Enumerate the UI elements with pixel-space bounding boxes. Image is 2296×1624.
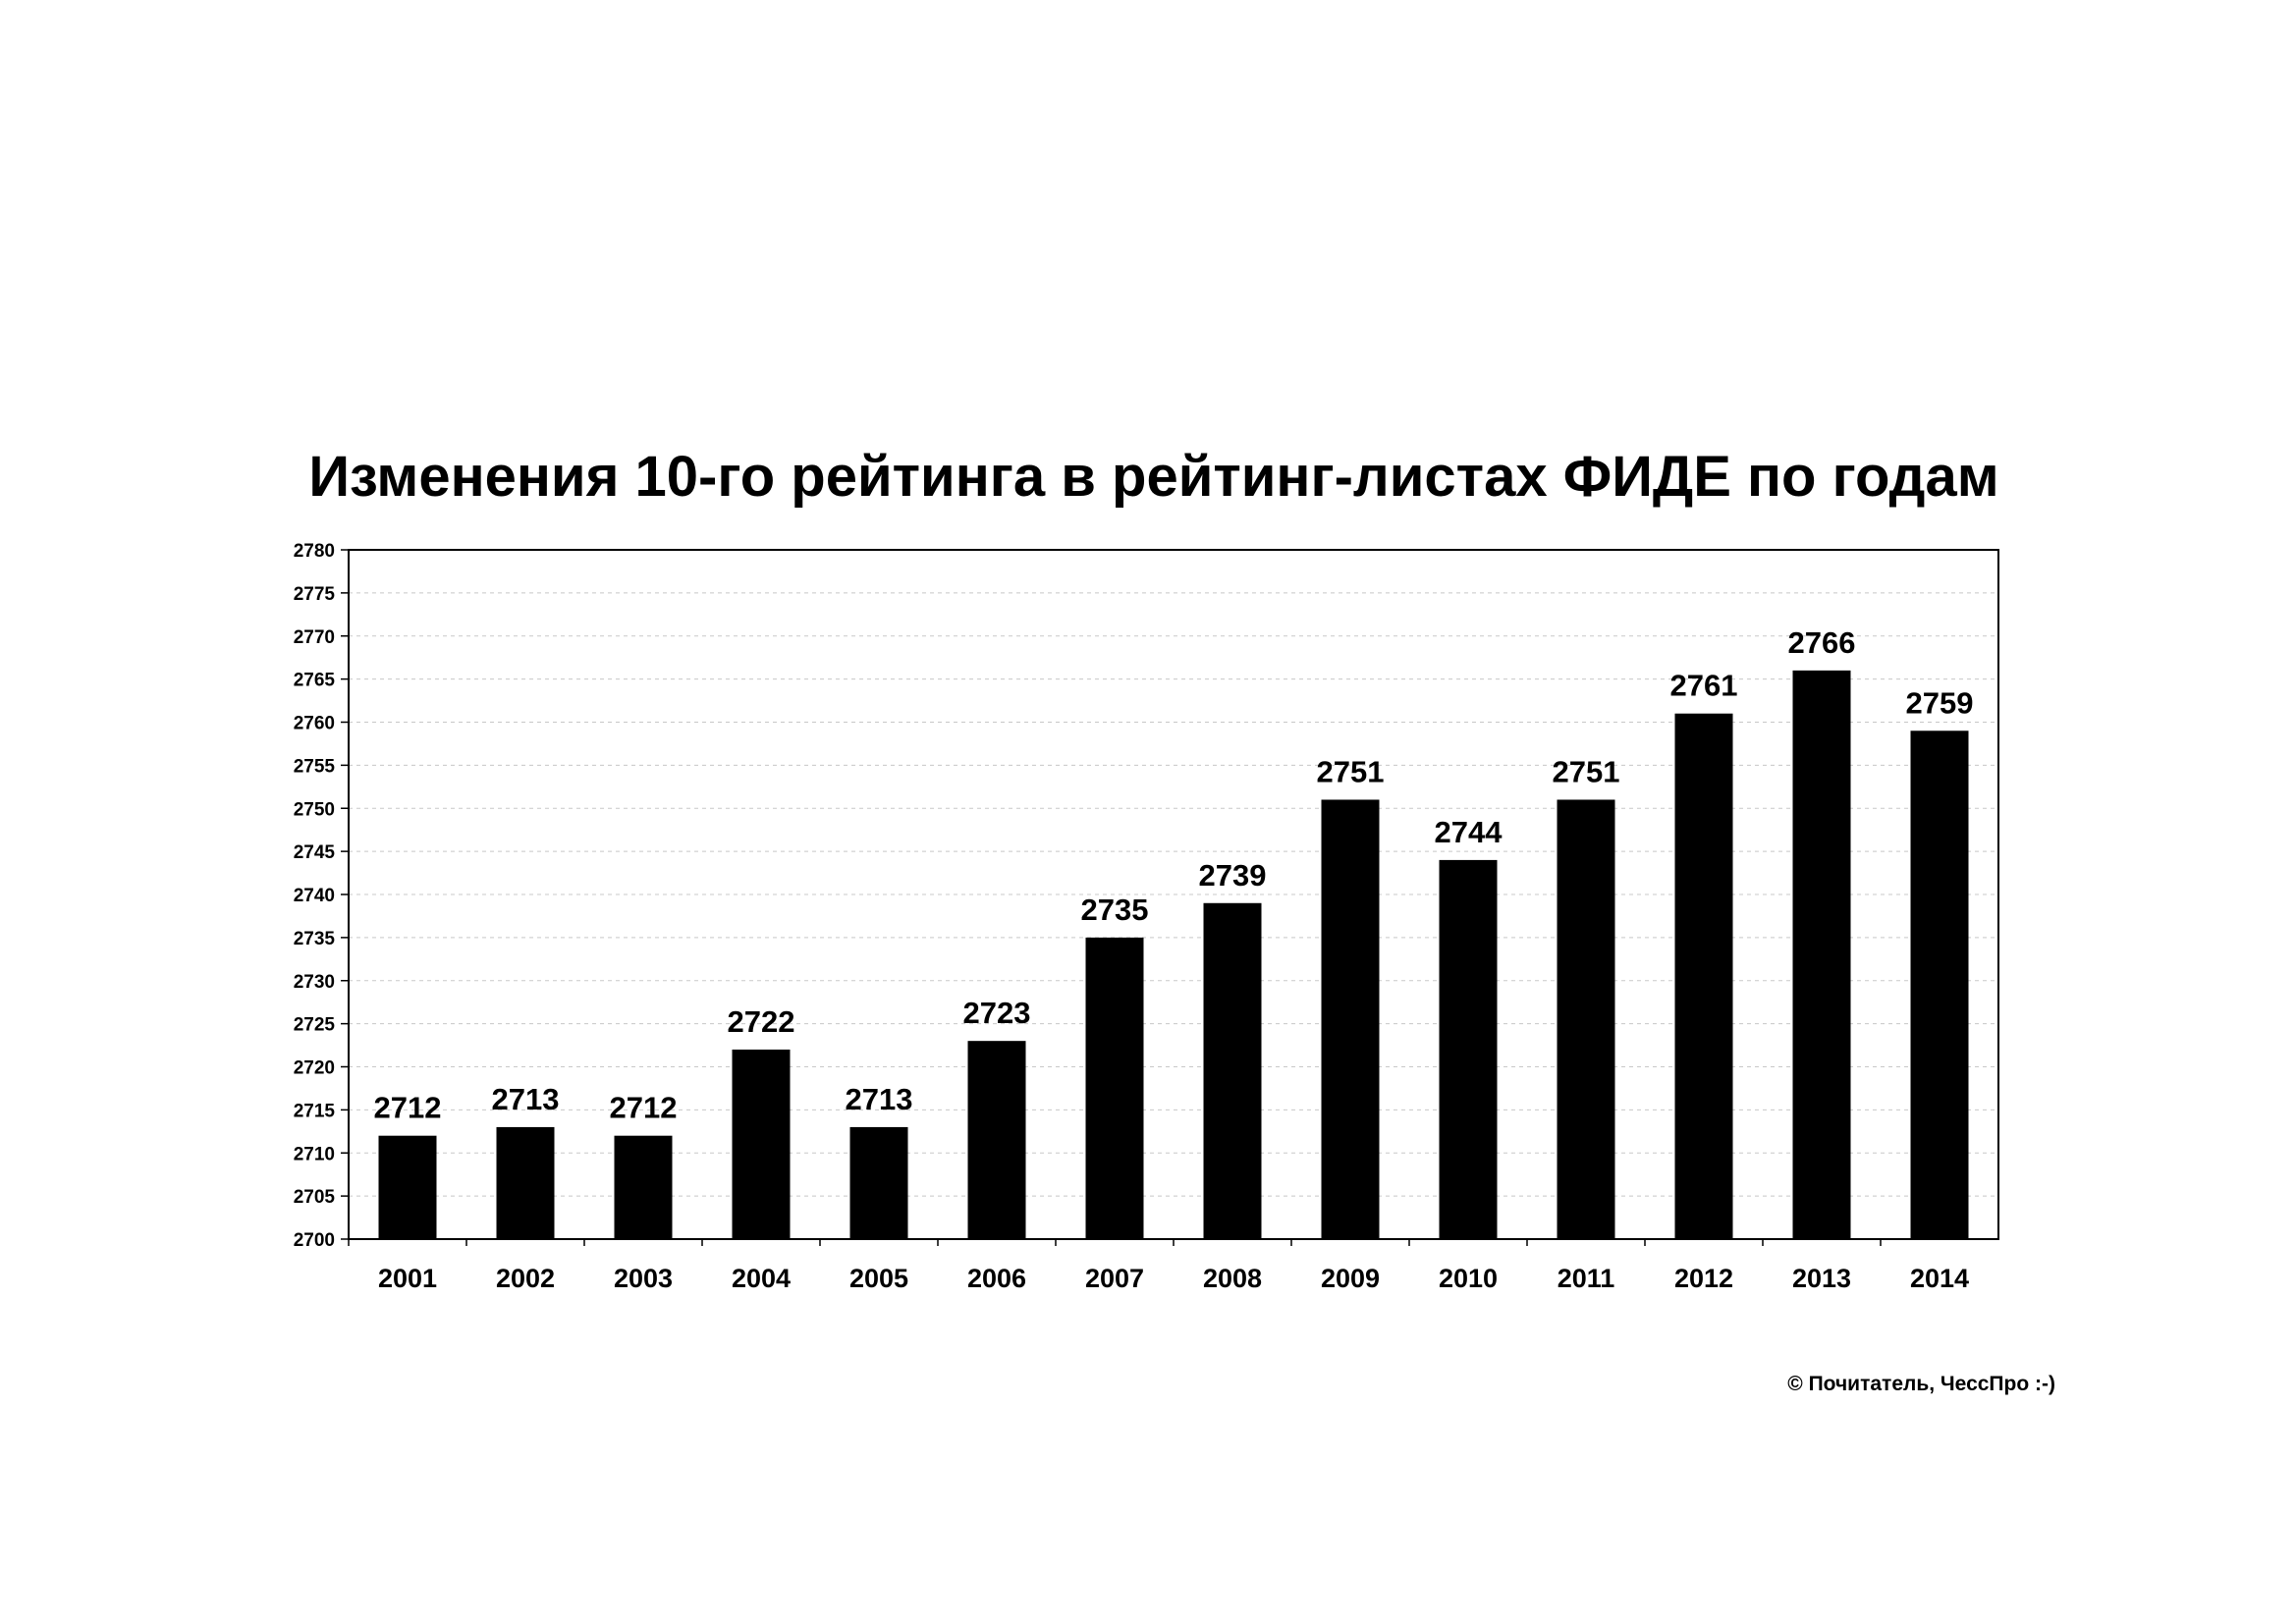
y-tick-label: 2725 <box>294 1015 336 1036</box>
bar-2005 <box>849 1126 908 1239</box>
x-tick-label: 2014 <box>1910 1264 1969 1293</box>
y-tick-label: 2760 <box>294 714 335 734</box>
y-tick-label: 2700 <box>294 1230 335 1251</box>
y-tick-label: 2775 <box>294 584 336 605</box>
x-tick-label: 2010 <box>1439 1264 1498 1293</box>
x-tick-label: 2007 <box>1085 1264 1144 1293</box>
bar-2012 <box>1674 713 1733 1239</box>
x-tick-label: 2006 <box>967 1264 1026 1293</box>
bar-2003 <box>614 1135 673 1239</box>
bar-2014 <box>1910 731 1969 1239</box>
y-tick-label: 2750 <box>294 799 335 820</box>
data-label-2012: 2761 <box>1670 669 1738 703</box>
bar-2009 <box>1321 799 1380 1239</box>
data-label-2013: 2766 <box>1788 625 1856 660</box>
data-label-2007: 2735 <box>1081 893 1149 927</box>
gridlines <box>349 592 1998 1197</box>
data-label-2010: 2744 <box>1435 815 1503 849</box>
x-tick-label: 2002 <box>496 1264 555 1293</box>
data-label-2009: 2751 <box>1317 754 1385 788</box>
copyright-note: © Почитатель, ЧессПро :-) <box>1787 1373 2055 1395</box>
bar-2013 <box>1792 670 1851 1239</box>
x-tick-label: 2005 <box>849 1264 908 1293</box>
y-tick-label: 2745 <box>294 842 336 863</box>
axes <box>341 549 1999 1246</box>
x-tick-label: 2012 <box>1674 1264 1733 1293</box>
x-tick-label: 2003 <box>614 1264 673 1293</box>
x-tick-label: 2008 <box>1203 1264 1262 1293</box>
bars <box>378 670 1969 1239</box>
data-label-2014: 2759 <box>1906 685 1974 720</box>
bar-2008 <box>1203 902 1262 1239</box>
data-label-2005: 2713 <box>846 1082 913 1116</box>
y-tick-label: 2715 <box>294 1101 336 1121</box>
y-tick-label: 2740 <box>294 886 335 906</box>
x-tick-label: 2011 <box>1558 1264 1615 1293</box>
y-tick-label: 2780 <box>294 541 335 562</box>
data-label-2011: 2751 <box>1553 754 1620 788</box>
data-label-2003: 2712 <box>610 1091 678 1125</box>
y-tick-label: 2735 <box>294 929 336 949</box>
y-tick-label: 2730 <box>294 972 335 993</box>
y-tick-label: 2770 <box>294 627 335 648</box>
data-label-2001: 2712 <box>374 1091 442 1125</box>
labels: 2700 2705 2710 2715 2720 2725 2730 2735 2740 2745… <box>294 541 1974 1293</box>
x-tick-label: 2013 <box>1792 1264 1851 1293</box>
y-tick-label: 2720 <box>294 1058 335 1079</box>
y-tick-label: 2755 <box>294 756 336 777</box>
bar-2011 <box>1557 799 1615 1239</box>
x-tick-label: 2009 <box>1321 1264 1380 1293</box>
bar-2002 <box>496 1126 555 1239</box>
x-tick-label: 2004 <box>732 1264 791 1293</box>
plot-frame <box>348 549 1999 1240</box>
bar-2006 <box>967 1041 1026 1239</box>
y-tick-label: 2710 <box>294 1144 335 1164</box>
bar-2010 <box>1439 859 1498 1239</box>
data-label-2008: 2739 <box>1199 858 1267 893</box>
bar-2001 <box>378 1135 437 1239</box>
y-tick-label: 2705 <box>294 1187 336 1208</box>
bar-2004 <box>732 1049 791 1239</box>
chart-title: Изменения 10-го рейтинга в рейтинг-листа… <box>308 445 1999 509</box>
x-tick-label: 2001 <box>378 1264 437 1293</box>
data-label-2004: 2722 <box>728 1004 795 1039</box>
data-label-2006: 2723 <box>963 996 1031 1030</box>
bar-2007 <box>1085 937 1144 1239</box>
y-tick-label: 2765 <box>294 671 336 691</box>
data-label-2002: 2713 <box>492 1082 560 1116</box>
